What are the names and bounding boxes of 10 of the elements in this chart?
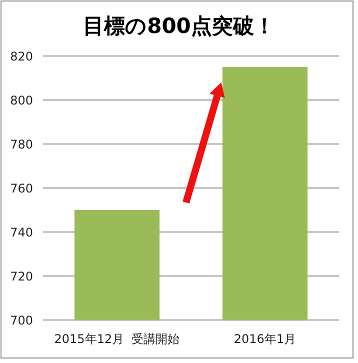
y-tick-label: 820 bbox=[10, 50, 33, 64]
y-tick-label: 780 bbox=[10, 138, 33, 152]
x-tick-label: 2015年12月 受講開始 bbox=[54, 332, 180, 346]
y-tick-label: 700 bbox=[10, 314, 33, 328]
y-tick-label: 800 bbox=[10, 94, 33, 108]
x-tick-label: 2016年1月 bbox=[234, 332, 296, 346]
y-tick-label: 740 bbox=[10, 226, 33, 240]
y-tick-label: 720 bbox=[10, 270, 33, 284]
y-tick-label: 760 bbox=[10, 182, 33, 196]
chart-title: 目標の800点突破！ bbox=[83, 14, 275, 38]
